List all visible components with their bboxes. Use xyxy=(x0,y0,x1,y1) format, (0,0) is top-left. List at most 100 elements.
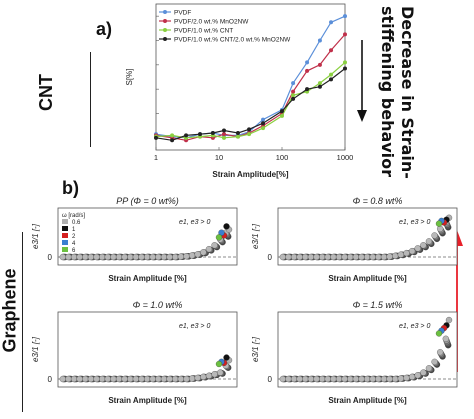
data-point xyxy=(425,365,433,372)
data-point xyxy=(65,375,72,383)
legend-label: 6 xyxy=(72,248,76,254)
data-point xyxy=(317,81,322,86)
data-point xyxy=(247,132,252,137)
final-point xyxy=(223,354,230,361)
y-tick-label: 0 xyxy=(268,375,273,384)
data-point xyxy=(235,134,240,139)
data-point xyxy=(442,335,449,342)
data-point xyxy=(98,253,106,261)
data-point xyxy=(386,375,393,383)
data-point xyxy=(330,375,337,383)
data-point xyxy=(352,253,360,261)
data-point xyxy=(200,249,207,256)
data-point xyxy=(414,245,421,252)
data-point xyxy=(160,253,168,261)
data-point xyxy=(425,238,433,245)
decrease-text-line2: stiffening behavior xyxy=(378,6,397,178)
plot-frame-a xyxy=(155,3,346,151)
data-point xyxy=(188,252,196,259)
data-point xyxy=(343,14,347,19)
data-point xyxy=(121,253,128,261)
data-point xyxy=(198,132,203,137)
data-point xyxy=(76,253,83,261)
data-point xyxy=(305,60,310,65)
data-point xyxy=(155,375,162,383)
data-point xyxy=(397,375,404,382)
data-point xyxy=(93,253,100,261)
data-point xyxy=(172,253,179,261)
data-point xyxy=(285,375,292,383)
data-point xyxy=(318,375,326,383)
data-point xyxy=(205,246,213,253)
data-point xyxy=(70,253,78,261)
y-tick-label: 0 xyxy=(268,253,273,262)
final-point xyxy=(215,360,223,368)
data-point xyxy=(235,130,240,135)
data-point xyxy=(341,375,348,383)
data-point xyxy=(87,253,95,261)
y-tick-label: 0 xyxy=(48,375,53,384)
annotation: e1, e3 > 0 xyxy=(179,219,210,226)
data-point xyxy=(363,375,371,383)
data-point xyxy=(93,375,100,383)
data-point xyxy=(132,375,140,383)
data-point xyxy=(408,247,416,255)
data-point xyxy=(87,375,95,383)
data-point xyxy=(115,253,123,261)
y-tick-label: 0 xyxy=(48,253,53,262)
data-point xyxy=(318,253,326,261)
data-point xyxy=(261,126,266,131)
data-point xyxy=(166,253,173,261)
data-point xyxy=(290,375,298,383)
legend-marker xyxy=(163,28,167,32)
data-point xyxy=(380,253,388,261)
data-point xyxy=(221,132,226,137)
data-point xyxy=(317,84,322,89)
data-point xyxy=(420,242,427,249)
data-point xyxy=(343,32,347,37)
data-point xyxy=(329,20,334,25)
data-point xyxy=(431,232,438,239)
panel-a-label: a) xyxy=(96,19,113,39)
data-point xyxy=(335,253,343,261)
data-point xyxy=(210,130,215,135)
data-point xyxy=(59,375,66,383)
x-axis-title: Strain Amplitude[%] xyxy=(212,170,288,179)
data-point xyxy=(285,253,292,261)
data-point xyxy=(307,253,315,261)
data-point xyxy=(380,375,388,383)
data-point xyxy=(170,133,175,138)
data-point xyxy=(183,253,190,260)
data-point xyxy=(414,372,421,379)
data-point xyxy=(296,253,303,261)
annotation: e1, e3 > 0 xyxy=(179,323,210,330)
panel-title: Φ = 1.5 wt% xyxy=(353,300,403,310)
data-point xyxy=(149,253,156,261)
data-point xyxy=(420,369,427,376)
data-point xyxy=(313,253,320,261)
data-point xyxy=(132,253,140,261)
chart-b-pp: 0 PP (Φ = 0 wt%) e3/1 [-] Strain Amplitude … xyxy=(31,196,238,283)
data-point xyxy=(329,48,334,53)
panel-title: Φ = 0.8 wt% xyxy=(353,196,403,206)
data-point xyxy=(408,373,416,381)
data-point xyxy=(386,253,393,260)
data-point xyxy=(347,375,354,383)
panel-b-label: b) xyxy=(62,178,79,198)
data-point xyxy=(221,135,226,140)
data-point xyxy=(104,253,111,261)
data-point xyxy=(302,253,309,261)
graphene-bracket xyxy=(22,232,23,412)
data-point xyxy=(392,252,399,259)
panel-title: Φ = 1.0 wt% xyxy=(133,300,183,310)
data-point xyxy=(104,375,111,383)
legend-title: ω [rad/s] xyxy=(62,213,85,219)
data-point xyxy=(184,133,189,138)
data-point xyxy=(324,375,331,383)
legend-marker xyxy=(163,37,167,41)
annotation: e1, e3 > 0 xyxy=(399,323,430,330)
data-point xyxy=(82,375,89,383)
y-axis-title: e3/1 [-] xyxy=(31,223,40,249)
legend-label: 2 xyxy=(72,234,76,240)
data-point xyxy=(59,253,66,261)
